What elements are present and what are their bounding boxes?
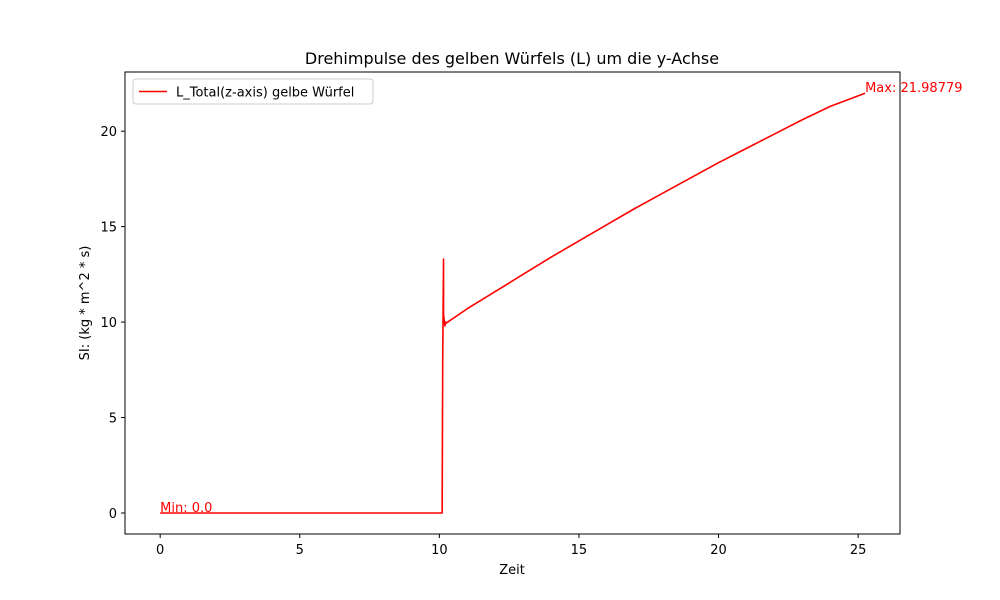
y-tick-label: 20 — [100, 125, 117, 140]
data-annotation: Min: 0.0 — [160, 501, 212, 516]
x-axis-label: Zeit — [499, 563, 525, 578]
plot-area: 0 5 10 15 20 25 0 5 10 15 20 Min: 0.0 Max: 21.98779 L… — [100, 71, 963, 558]
y-tick-label: 5 — [109, 412, 117, 427]
y-tick-label: 0 — [109, 507, 117, 522]
x-tick-label: 20 — [710, 543, 727, 558]
y-axis-label: SI: (kg * m^2 * s) — [78, 246, 93, 361]
x-tick-label: 25 — [850, 543, 867, 558]
x-tick-label: 10 — [431, 543, 448, 558]
chart-title: Drehimpulse des gelben Würfels (L) um di… — [305, 49, 719, 68]
data-annotation: Max: 21.98779 — [865, 81, 962, 96]
x-tick-label: 15 — [571, 543, 588, 558]
legend-box — [132, 78, 374, 105]
y-tick-label: 10 — [100, 316, 117, 331]
series-line-0 — [160, 92, 866, 514]
x-tick-label: 5 — [296, 543, 304, 558]
y-tick-label: 15 — [100, 221, 117, 236]
plot-frame — [124, 71, 901, 535]
x-tick-label: 0 — [156, 543, 164, 558]
legend-label: L_Total(z-axis) gelbe Würfel — [176, 86, 354, 101]
